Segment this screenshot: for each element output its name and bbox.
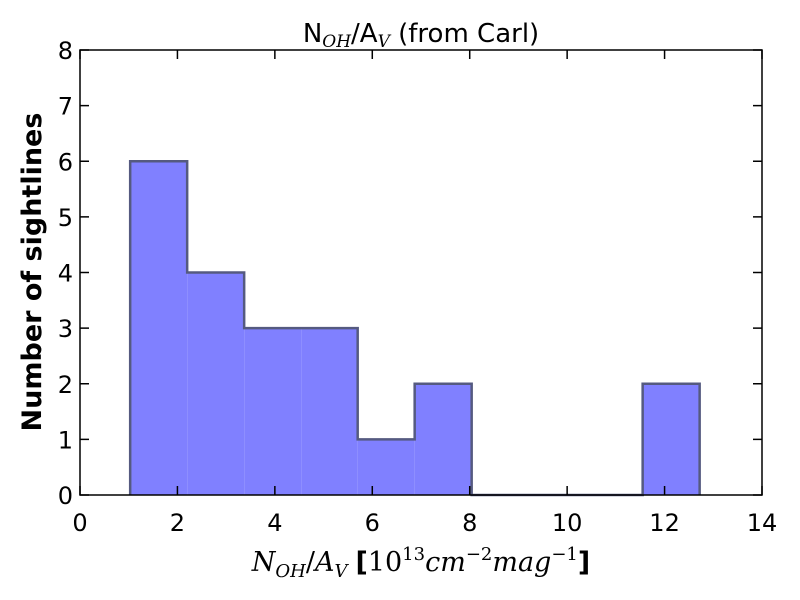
y-tick-label: 3 — [58, 315, 73, 343]
x-tick-label: 6 — [365, 509, 380, 537]
y-axis-label: Number of sightlines — [17, 113, 48, 432]
x-tick-label: 14 — [747, 509, 778, 537]
histogram-bar — [187, 272, 245, 495]
y-tick-label: 7 — [58, 93, 73, 121]
x-tick-label: 0 — [72, 509, 87, 537]
x-tick-label: 8 — [462, 509, 477, 537]
y-tick-label: 1 — [58, 426, 73, 454]
x-tick-label: 12 — [649, 509, 680, 537]
histogram-bar — [130, 161, 188, 495]
chart-title: NOH/AV (from Carl) — [303, 19, 539, 52]
x-axis-label: NOH/AV [1013cm−2mag−1] — [251, 544, 590, 582]
histogram-bars — [128, 160, 701, 497]
y-tick-labels: 0 1 2 3 4 5 6 7 8 — [58, 37, 73, 510]
y-tick-label: 0 — [58, 482, 73, 510]
tick-marks — [79, 49, 763, 496]
x-tick-label: 2 — [170, 509, 185, 537]
histogram-bar — [357, 439, 415, 495]
y-tick-label: 8 — [58, 37, 73, 65]
y-tick-label: 6 — [58, 148, 73, 176]
x-tick-labels: 0 2 4 6 8 10 12 14 — [72, 509, 777, 537]
histogram-bar — [642, 383, 700, 495]
x-tick-label: 10 — [552, 509, 583, 537]
histogram-bar — [244, 328, 302, 495]
y-tick-label: 5 — [58, 204, 73, 232]
y-tick-label: 2 — [58, 371, 73, 399]
y-tick-label: 4 — [58, 260, 73, 288]
histogram-bar — [301, 328, 358, 495]
histogram-bar — [414, 383, 472, 495]
x-tick-label: 4 — [267, 509, 282, 537]
